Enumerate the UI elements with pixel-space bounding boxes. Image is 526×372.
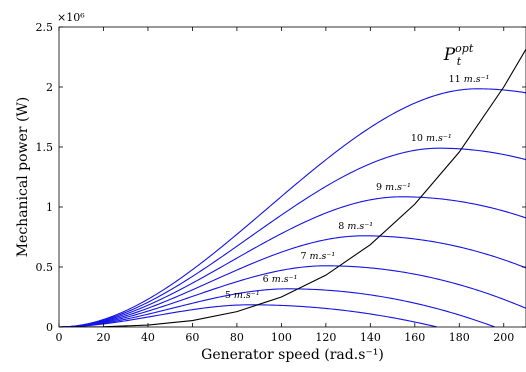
x-tick-label: 120 — [315, 331, 336, 344]
y-multiplier-label: ×10⁶ — [57, 11, 85, 24]
y-tick-label: 1.5 — [36, 141, 54, 154]
x-tick-label: 160 — [404, 331, 425, 344]
curve-label: 5 m.s⁻¹ — [225, 290, 260, 301]
x-tick-label: 80 — [230, 331, 244, 344]
optimal-curve-subscript: t — [457, 55, 462, 68]
y-tick-label: 2 — [46, 81, 53, 94]
y-tick-label: 2.5 — [36, 21, 54, 34]
y-tick-label: 0 — [46, 321, 53, 334]
curve-label: 7 m.s⁻¹ — [300, 251, 335, 262]
curve-label: 8 m.s⁻¹ — [338, 221, 373, 232]
ticks-layer: 0 20 40 60 80 100 120 140 160 180 200 0 0.5 1 1.5 2 2.5 — [36, 21, 526, 344]
x-tick-label: 20 — [96, 331, 110, 344]
x-tick-label: 0 — [56, 331, 63, 344]
x-tick-label: 200 — [493, 331, 514, 344]
x-axis-title: Generator speed (rad.s⁻¹) — [201, 347, 384, 363]
x-tick-label: 40 — [141, 331, 155, 344]
curve-label: 9 m.s⁻¹ — [376, 182, 411, 193]
y-tick-label: 1 — [46, 201, 53, 214]
x-tick-label: 100 — [271, 331, 292, 344]
curve-label: 6 m.s⁻¹ — [263, 274, 298, 285]
power-curve — [59, 197, 526, 327]
x-tick-label: 140 — [360, 331, 381, 344]
curve-label: 11 m.s⁻¹ — [449, 74, 490, 85]
power-curve — [59, 148, 526, 327]
x-tick-label: 60 — [185, 331, 199, 344]
curves-layer — [59, 49, 526, 327]
curve-label: 10 m.s⁻¹ — [411, 133, 452, 144]
x-tick-label: 180 — [449, 331, 470, 344]
labels-layer: 5 m.s⁻¹6 m.s⁻¹ 7 m.s⁻¹ 8 m.s⁻¹ 9 m.s⁻¹ 10 m.… — [225, 42, 490, 301]
y-axis-title: Mechanical power (W) — [15, 97, 31, 258]
y-tick-label: 0.5 — [36, 261, 54, 274]
